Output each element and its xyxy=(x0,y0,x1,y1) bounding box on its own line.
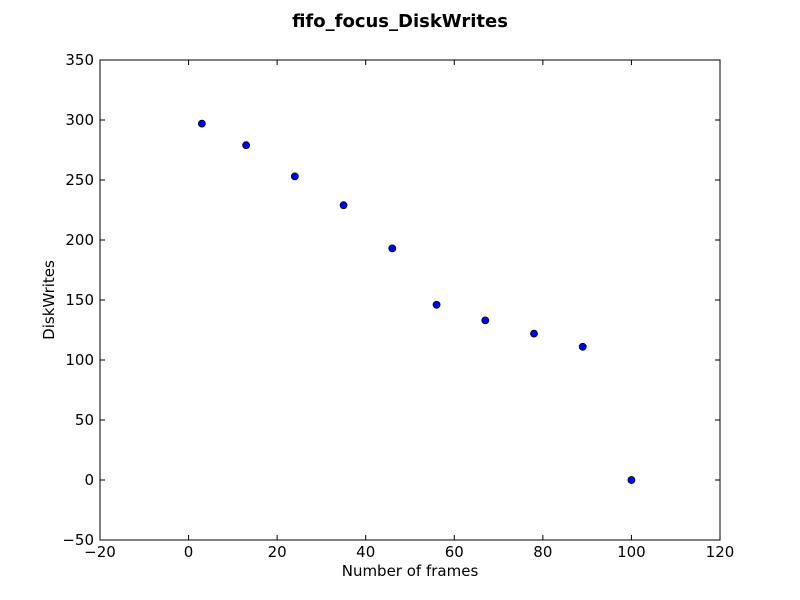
y-axis-label: DiskWrites xyxy=(40,260,58,340)
data-point xyxy=(530,329,538,338)
y-tick-label: 350 xyxy=(65,51,94,69)
data-point xyxy=(578,342,587,351)
y-tick-label: 50 xyxy=(75,411,94,429)
x-tick-label: 40 xyxy=(356,543,375,561)
chart-title: fifo_focus_DiskWrites xyxy=(292,11,508,32)
data-point xyxy=(242,141,251,150)
x-axis-label: Number of frames xyxy=(342,562,479,580)
y-tick-label: −50 xyxy=(62,531,94,549)
x-tick-label: −20 xyxy=(84,543,116,561)
data-points xyxy=(197,119,636,484)
x-tick-label: 20 xyxy=(268,543,287,561)
x-tick-label: 100 xyxy=(617,543,646,561)
y-tick-label: 300 xyxy=(65,111,94,129)
data-point xyxy=(290,172,299,181)
data-point xyxy=(339,201,348,210)
y-tick-labels: −50 0 50 100 150 200 250 300 350 xyxy=(62,51,94,549)
x-tick-labels: −20 0 20 40 60 80 100 120 xyxy=(84,543,734,561)
y-tick-label: 200 xyxy=(65,231,94,249)
data-point xyxy=(432,300,441,309)
data-point xyxy=(388,244,397,253)
x-tick-label: 120 xyxy=(706,543,735,561)
y-tick-label: 100 xyxy=(65,351,94,369)
x-tick-label: 80 xyxy=(533,543,552,561)
data-point xyxy=(481,316,490,325)
y-tick-label: 0 xyxy=(84,471,94,489)
y-tick-label: 150 xyxy=(65,291,94,309)
y-tick-label: 250 xyxy=(65,171,94,189)
data-point xyxy=(627,476,636,484)
x-tick-label: 60 xyxy=(445,543,464,561)
x-tick-label: 0 xyxy=(184,543,194,561)
data-point xyxy=(197,119,206,128)
plot-area xyxy=(99,59,721,541)
axis-ticks xyxy=(99,59,721,541)
